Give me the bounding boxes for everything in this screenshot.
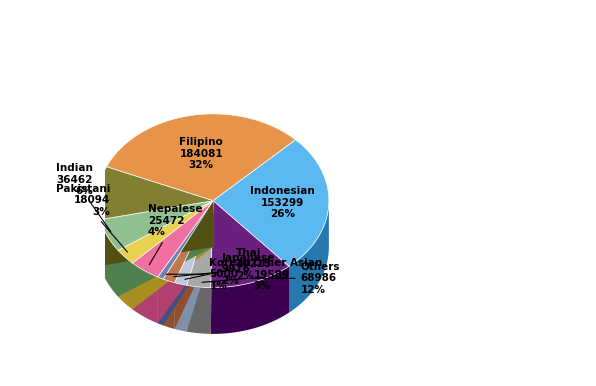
Polygon shape xyxy=(163,201,213,283)
Polygon shape xyxy=(175,201,213,329)
Polygon shape xyxy=(163,201,213,325)
Polygon shape xyxy=(163,279,175,329)
Text: Filipino
184081
32%: Filipino 184081 32% xyxy=(179,137,223,170)
Text: Others
68986
12%: Others 68986 12% xyxy=(253,262,340,295)
Polygon shape xyxy=(210,201,289,288)
Polygon shape xyxy=(175,201,213,329)
Polygon shape xyxy=(163,201,213,325)
Polygon shape xyxy=(100,201,213,266)
Polygon shape xyxy=(187,285,210,334)
Polygon shape xyxy=(118,201,213,296)
Polygon shape xyxy=(210,266,289,334)
Polygon shape xyxy=(97,201,100,266)
Text: Pakistani
18094
3%: Pakistani 18094 3% xyxy=(55,183,128,252)
Text: Nepalese
25472
4%: Nepalese 25472 4% xyxy=(148,204,203,265)
Polygon shape xyxy=(187,201,213,332)
Polygon shape xyxy=(97,167,213,220)
Polygon shape xyxy=(132,201,213,310)
Polygon shape xyxy=(289,203,329,313)
Polygon shape xyxy=(118,201,213,263)
Polygon shape xyxy=(210,201,213,334)
Polygon shape xyxy=(210,201,213,334)
Polygon shape xyxy=(118,250,132,310)
Text: Korean
5000
1%: Korean 5000 1% xyxy=(166,257,252,291)
Polygon shape xyxy=(158,201,213,323)
Polygon shape xyxy=(158,277,163,325)
Text: Indian
36462
6%: Indian 36462 6% xyxy=(56,163,111,232)
Polygon shape xyxy=(100,220,118,296)
Polygon shape xyxy=(187,201,213,332)
Polygon shape xyxy=(132,201,213,277)
Polygon shape xyxy=(132,201,213,310)
Polygon shape xyxy=(213,201,289,313)
Polygon shape xyxy=(132,263,158,323)
Text: Japanese
9976
2%: Japanese 9976 2% xyxy=(174,253,275,286)
Text: Thai
10215
2%: Thai 10215 2% xyxy=(185,248,272,281)
Polygon shape xyxy=(158,201,213,279)
Polygon shape xyxy=(100,201,213,266)
Polygon shape xyxy=(158,201,213,323)
Text: Other Asian
19589
3%: Other Asian 19589 3% xyxy=(202,258,322,291)
Polygon shape xyxy=(213,201,289,313)
Polygon shape xyxy=(118,201,213,296)
Text: White
58209
10%: White 58209 10% xyxy=(0,385,1,386)
Text: Indonesian
153299
26%: Indonesian 153299 26% xyxy=(250,186,315,219)
Polygon shape xyxy=(175,201,213,285)
Polygon shape xyxy=(213,140,329,266)
Polygon shape xyxy=(100,201,213,250)
Polygon shape xyxy=(107,114,296,201)
Polygon shape xyxy=(175,283,187,332)
Polygon shape xyxy=(187,201,213,288)
